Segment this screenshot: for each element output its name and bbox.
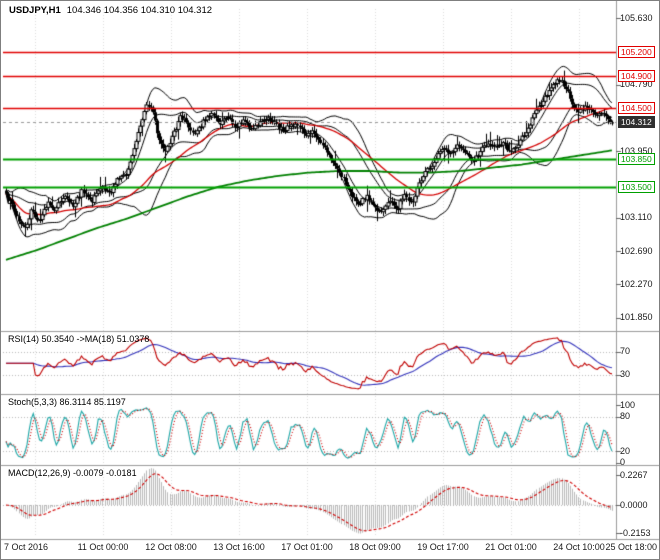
mt4-chart-window: USDJPY,H1 104.346 104.356 104.310 104.312… — [0, 0, 660, 560]
chart-canvas[interactable] — [1, 1, 659, 559]
